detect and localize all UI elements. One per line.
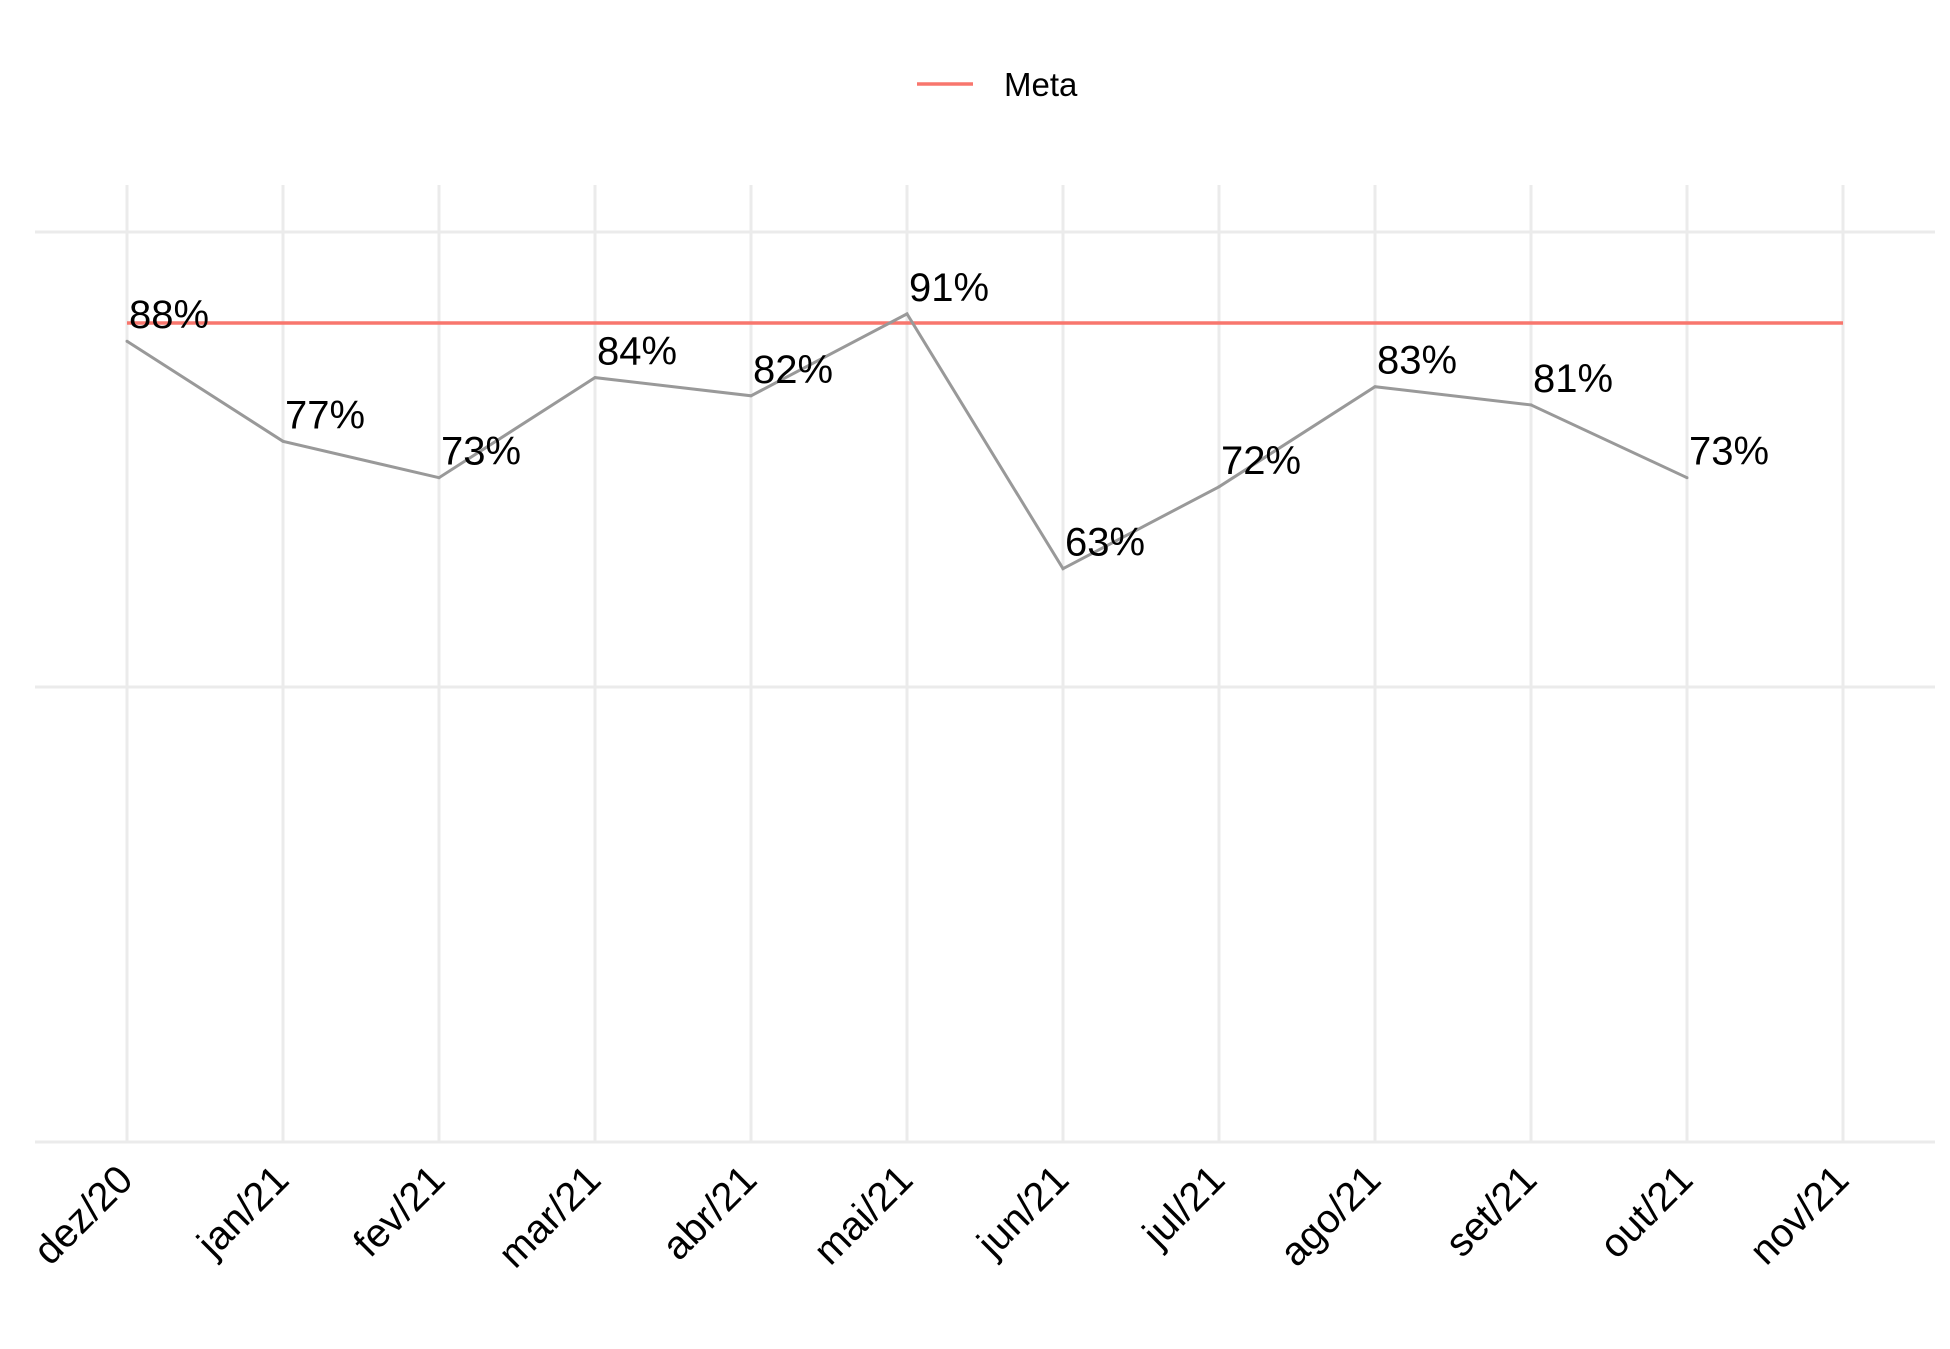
x-tick-label: ago/21 xyxy=(1272,1157,1390,1275)
data-label: 91% xyxy=(909,266,989,310)
data-label: 63% xyxy=(1065,521,1145,565)
data-point xyxy=(1061,567,1065,571)
data-point xyxy=(749,394,753,398)
data-point xyxy=(593,376,597,380)
data-point xyxy=(281,439,285,443)
x-tick-label: nov/21 xyxy=(1741,1157,1857,1273)
data-point xyxy=(1685,476,1689,480)
legend: Meta xyxy=(917,66,1078,103)
x-tick-label: mai/21 xyxy=(805,1157,921,1273)
data-point xyxy=(1217,485,1221,489)
data-point xyxy=(1373,385,1377,389)
x-tick-label: jan/21 xyxy=(188,1157,297,1266)
data-label: 83% xyxy=(1377,339,1457,383)
data-point xyxy=(1529,403,1533,407)
data-point xyxy=(437,476,441,480)
x-tick-label: mar/21 xyxy=(490,1157,609,1276)
x-axis-tick-labels: dez/20 jan/21 fev/21 mar/21 abr/21 mai/21 jun/… xyxy=(25,1157,1857,1276)
data-label: 82% xyxy=(753,348,833,392)
data-labels: 88% 77% 73% 84% 82% 91% 63% 72% 83% 81% 73% xyxy=(129,266,1769,565)
series-layer xyxy=(125,311,1689,571)
data-label: 81% xyxy=(1533,357,1613,401)
x-tick-label: set/21 xyxy=(1437,1157,1545,1265)
x-tick-label: jul/21 xyxy=(1134,1157,1233,1256)
x-tick-label: abr/21 xyxy=(654,1157,765,1268)
data-label: 73% xyxy=(441,430,521,474)
data-label: 77% xyxy=(285,393,365,437)
data-label: 88% xyxy=(129,293,209,337)
x-tick-label: jun/21 xyxy=(968,1157,1077,1266)
x-tick-label: fev/21 xyxy=(345,1157,453,1265)
x-tick-label: out/21 xyxy=(1592,1157,1702,1267)
legend-meta-label: Meta xyxy=(1004,66,1078,103)
data-point xyxy=(125,339,129,343)
grid xyxy=(35,185,1935,1144)
data-label: 84% xyxy=(597,330,677,374)
x-tick-label: dez/20 xyxy=(25,1157,141,1273)
data-label: 72% xyxy=(1221,439,1301,483)
data-point xyxy=(905,312,909,316)
data-label: 73% xyxy=(1689,430,1769,474)
